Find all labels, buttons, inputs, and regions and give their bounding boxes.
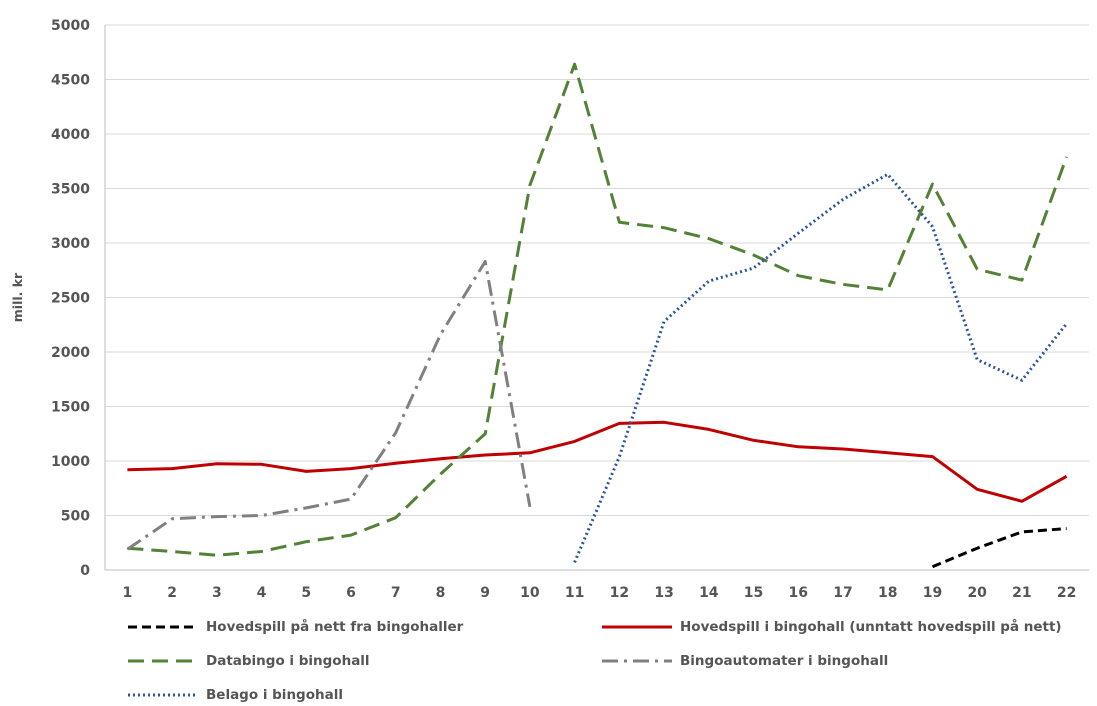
- x-tick-label: 21: [1012, 585, 1031, 601]
- x-tick-label: 22: [1057, 585, 1076, 601]
- y-tick-label: 3000: [51, 236, 90, 252]
- series-line-4: [126, 260, 532, 551]
- x-tick-label: 11: [565, 585, 584, 601]
- series-line-3: [127, 62, 1069, 557]
- x-tick-label: 5: [301, 585, 311, 601]
- series-line-1: [931, 527, 1067, 569]
- y-tick-label: 4000: [51, 127, 90, 143]
- y-tick-label: 2000: [51, 345, 90, 361]
- x-tick-label: 12: [610, 585, 629, 601]
- x-tick-label: 10: [520, 585, 540, 601]
- x-tick-label: 13: [654, 585, 673, 601]
- y-tick-label: 0: [80, 563, 90, 579]
- x-tick-label: 4: [257, 585, 267, 601]
- x-tick-label: 17: [833, 585, 852, 601]
- y-tick-label: 4500: [51, 73, 90, 89]
- x-tick-label: 9: [480, 585, 490, 601]
- x-tick-label: 14: [699, 585, 719, 601]
- x-tick-label: 6: [346, 585, 356, 601]
- y-axis-title: mill. kr: [10, 272, 25, 322]
- y-tick-label: 3500: [51, 182, 90, 198]
- x-tick-label: 16: [789, 585, 808, 601]
- x-tick-label: 18: [878, 585, 897, 601]
- x-tick-label: 8: [436, 585, 446, 601]
- series-line-5: [573, 172, 1068, 563]
- x-tick-label: 20: [967, 585, 987, 601]
- x-tick-label: 15: [744, 585, 763, 601]
- y-tick-label: 2500: [51, 291, 90, 307]
- x-tick-label: 3: [212, 585, 222, 601]
- y-tick-label: 5000: [51, 18, 90, 34]
- y-tick-label: 1000: [51, 454, 90, 470]
- x-tick-label: 19: [923, 585, 942, 601]
- y-tick-label: 1500: [51, 400, 90, 416]
- x-tick-label: 7: [391, 585, 401, 601]
- x-tick-label: 1: [122, 585, 132, 601]
- y-tick-label: 500: [61, 509, 90, 525]
- series-line-2: [127, 420, 1068, 503]
- x-tick-label: 2: [167, 585, 177, 601]
